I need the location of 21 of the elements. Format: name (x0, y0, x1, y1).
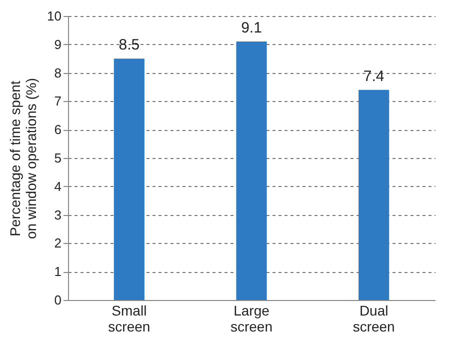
y-tick-label: 7 (54, 94, 62, 109)
y-tick-label: 1 (54, 264, 62, 280)
bar (114, 58, 144, 300)
y-tick-label: 9 (54, 36, 62, 52)
y-tick-label: 5 (54, 150, 62, 166)
y-tick-label: 10 (47, 8, 62, 24)
data-label: 8.5 (118, 36, 140, 54)
x-tick-label: Large screen (230, 302, 273, 334)
y-tick-label: 8 (54, 65, 62, 80)
data-label: 7.4 (363, 68, 384, 85)
y-tick-label: 0 (54, 292, 62, 308)
data-label: 9.1 (241, 20, 262, 37)
bar (358, 90, 390, 300)
y-axis-title: Percentage of time spent on window operations (%) (7, 78, 40, 240)
y-tick-label: 3 (54, 207, 62, 222)
y-tick-label: 4 (54, 178, 62, 194)
bar (236, 42, 267, 300)
y-tick-label: 2 (54, 236, 62, 251)
x-tick-label: Dual screen (352, 302, 395, 334)
x-tick-label: Small screen (108, 302, 150, 334)
y-tick-label: 6 (54, 122, 62, 138)
